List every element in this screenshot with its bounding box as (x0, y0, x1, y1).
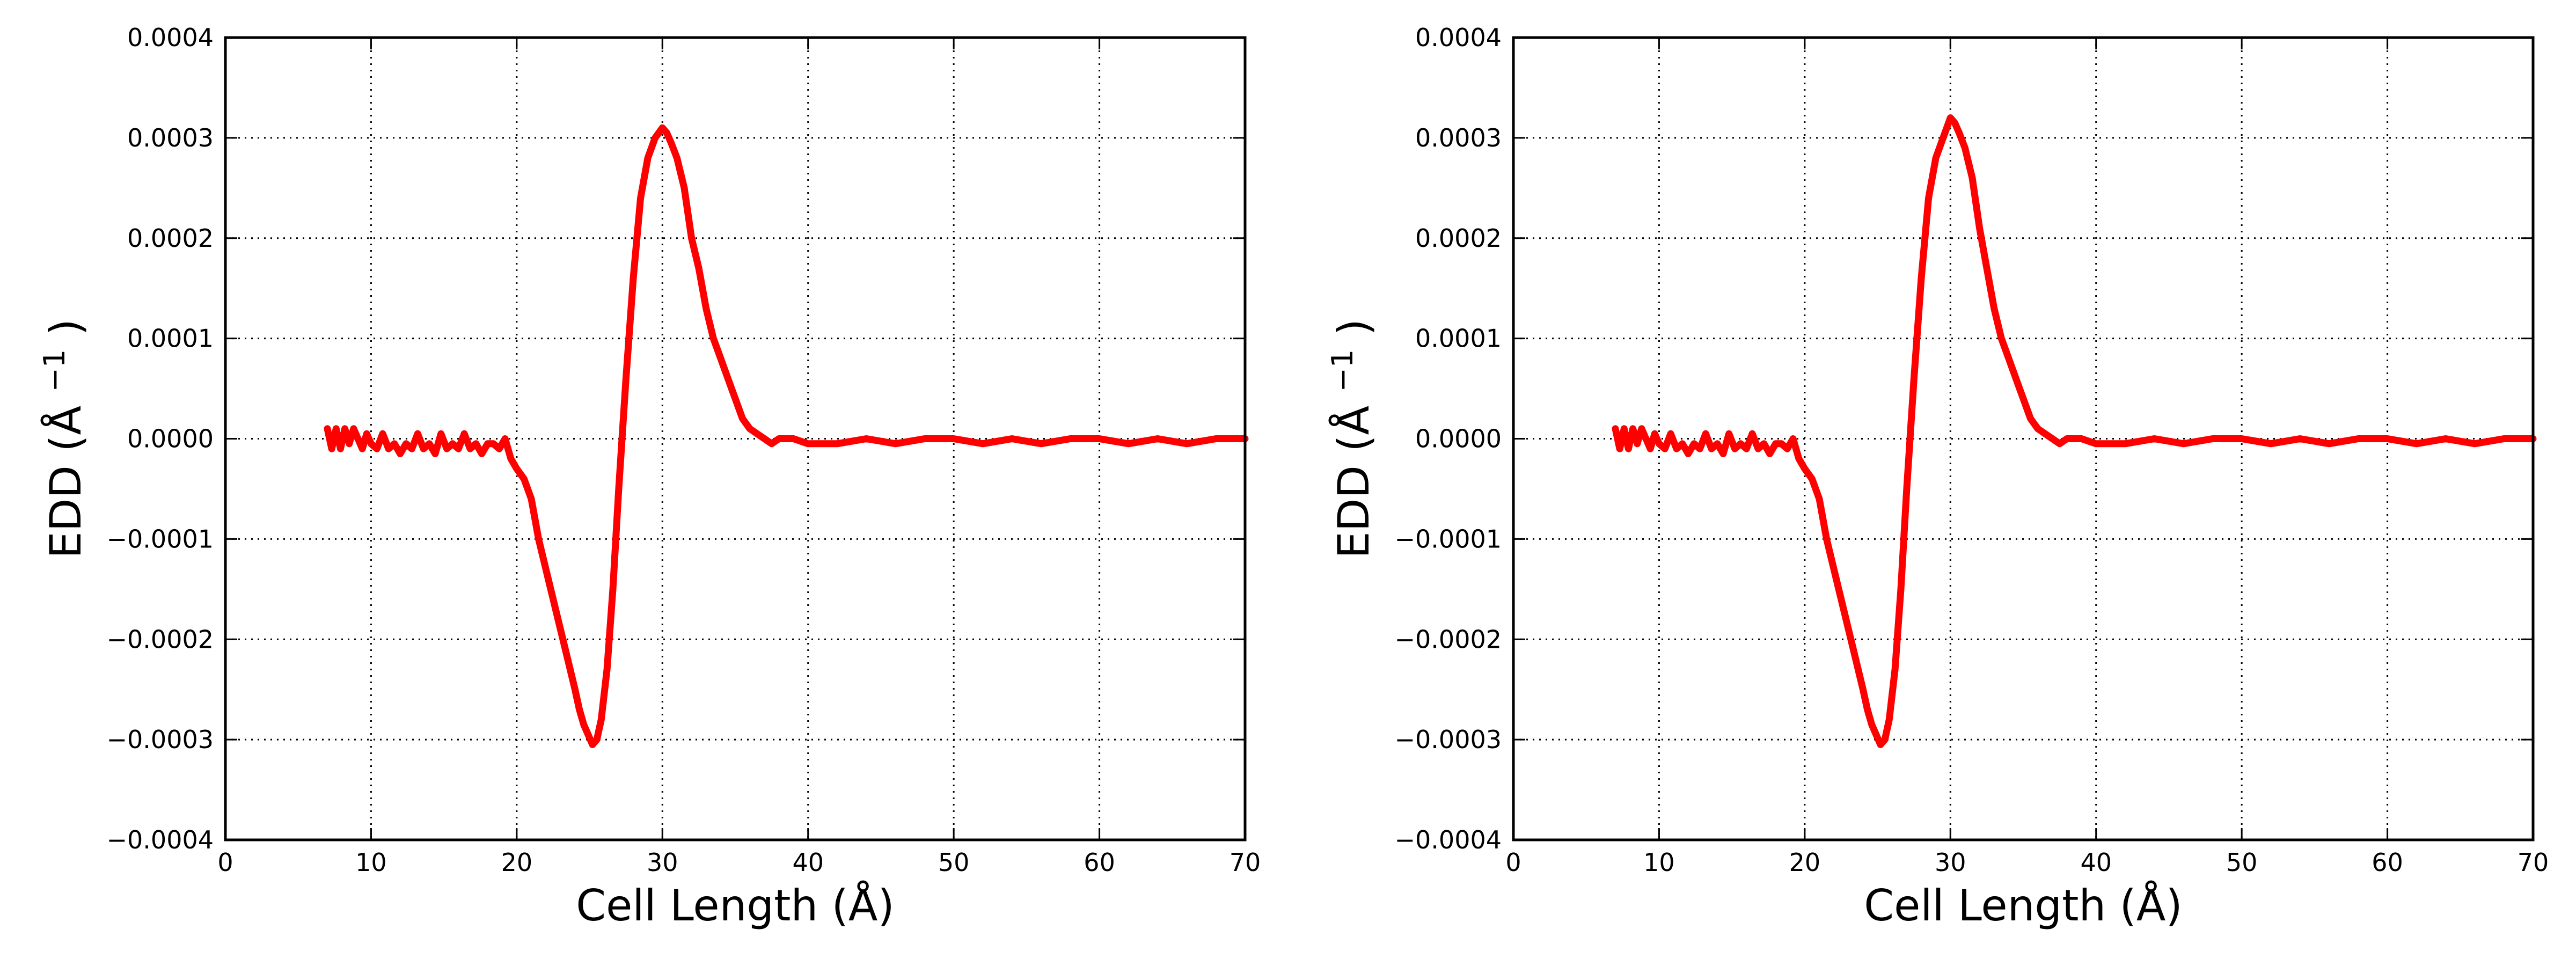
x-tick-label: 60 (1084, 848, 1115, 877)
x-tick-label: 30 (1935, 848, 1966, 877)
x-tick-label: 0 (1505, 848, 1521, 877)
y-tick-label: 0.0000 (127, 425, 214, 453)
y-tick-label: 0.0004 (127, 23, 214, 52)
x-tick-label: 20 (1789, 848, 1821, 877)
y-tick-label: 0.0001 (127, 324, 214, 353)
y-tick-label: −0.0004 (107, 825, 214, 854)
x-tick-label: 0 (217, 848, 233, 877)
y-tick-label: −0.0003 (1395, 725, 1502, 754)
x-tick-label: 70 (2518, 848, 2549, 877)
plot-frame (224, 36, 1247, 841)
y-tick-label: −0.0002 (107, 625, 214, 654)
x-tick-label: 40 (792, 848, 824, 877)
y-tick-label: 0.0002 (127, 224, 214, 253)
chart-panel-right: 0 10 20 30 40 50 60 70 −0.0004 −0.0003 −0.0002 −0.0… (1288, 0, 2576, 966)
y-tick-label: 0.0001 (1415, 324, 1502, 353)
y-tick-label: 0.0003 (1415, 123, 1502, 152)
y-tick-label: −0.0004 (1395, 825, 1502, 854)
y-tick-label: 0.0003 (127, 123, 214, 152)
plot-frame (1512, 36, 2535, 841)
x-tick-label: 50 (938, 848, 970, 877)
y-tick-label: −0.0003 (107, 725, 214, 754)
y-axis-label: EDD (Å −1 ) (1326, 319, 1379, 559)
x-tick-label: 60 (2372, 848, 2403, 877)
x-tick-label: 10 (355, 848, 387, 877)
x-axis-label: Cell Length (Å) (1864, 880, 2182, 931)
y-tick-label: −0.0002 (1395, 625, 1502, 654)
x-tick-label: 30 (647, 848, 678, 877)
edd-chart-right: 0 10 20 30 40 50 60 70 −0.0004 −0.0003 −0.0002 −0.0… (1326, 23, 2549, 931)
x-tick-label: 70 (1230, 848, 1261, 877)
edd-chart-left: 0 10 20 30 40 50 60 70 −0.0004 −0.0003 −0.0002 −0.0… (38, 23, 1261, 931)
y-tick-label: 0.0000 (1415, 425, 1502, 453)
y-tick-label: 0.0004 (1415, 23, 1502, 52)
chart-panel-left: 0 10 20 30 40 50 60 70 −0.0004 −0.0003 −0.0002 −0.0… (38, 23, 1261, 931)
y-tick-label: −0.0001 (107, 524, 214, 553)
x-tick-label: 40 (2080, 848, 2112, 877)
y-tick-label: −0.0001 (1395, 524, 1502, 553)
y-tick-label: 0.0002 (1415, 224, 1502, 253)
edd-series-line (324, 124, 1249, 748)
y-axis-label: EDD (Å −1 ) (38, 319, 91, 559)
x-tick-label: 20 (501, 848, 533, 877)
x-tick-label: 50 (2226, 848, 2258, 877)
x-axis-label: Cell Length (Å) (576, 880, 894, 931)
x-tick-label: 10 (1643, 848, 1675, 877)
edd-series-line (1612, 114, 2537, 748)
